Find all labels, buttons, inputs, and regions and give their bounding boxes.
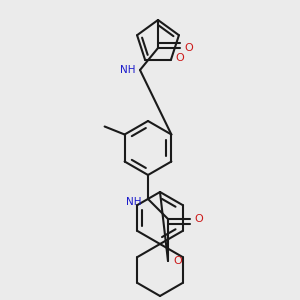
Text: O: O	[176, 53, 184, 63]
Text: O: O	[195, 214, 203, 224]
Text: O: O	[174, 256, 182, 266]
Text: NH: NH	[126, 197, 142, 207]
Text: O: O	[184, 43, 194, 53]
Text: NH: NH	[120, 65, 136, 75]
